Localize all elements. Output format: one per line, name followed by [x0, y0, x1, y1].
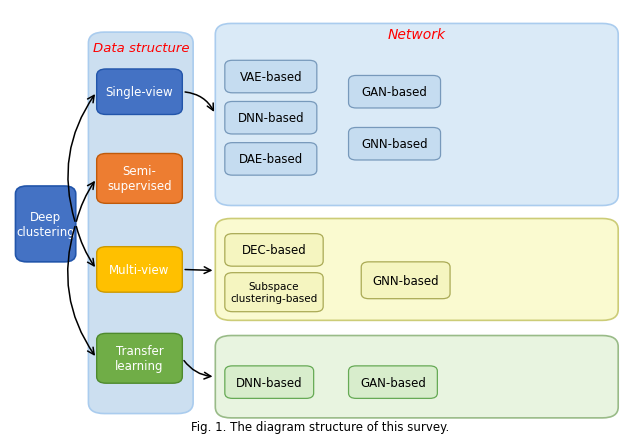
Text: GNN-based: GNN-based	[361, 138, 428, 151]
Text: Deep
clustering: Deep clustering	[16, 210, 75, 238]
FancyBboxPatch shape	[15, 187, 76, 262]
FancyBboxPatch shape	[349, 76, 440, 109]
FancyBboxPatch shape	[215, 25, 618, 206]
Text: Network: Network	[388, 28, 446, 42]
Text: Single-view: Single-view	[106, 86, 173, 99]
Text: DNN-based: DNN-based	[237, 112, 304, 125]
FancyBboxPatch shape	[225, 366, 314, 399]
Text: DEC-based: DEC-based	[242, 244, 307, 257]
Text: Multi-view: Multi-view	[109, 263, 170, 276]
Text: Subspace
clustering-based: Subspace clustering-based	[230, 282, 317, 303]
FancyBboxPatch shape	[225, 143, 317, 176]
Text: DAE-based: DAE-based	[239, 153, 303, 166]
Text: Fig. 1. The diagram structure of this survey.: Fig. 1. The diagram structure of this su…	[191, 420, 449, 433]
FancyBboxPatch shape	[225, 61, 317, 94]
FancyBboxPatch shape	[97, 334, 182, 383]
FancyBboxPatch shape	[225, 102, 317, 134]
Text: GNN-based: GNN-based	[372, 274, 439, 287]
FancyBboxPatch shape	[225, 234, 323, 267]
Text: GAN-based: GAN-based	[362, 86, 428, 99]
FancyBboxPatch shape	[97, 247, 182, 293]
FancyBboxPatch shape	[97, 70, 182, 115]
FancyBboxPatch shape	[97, 154, 182, 204]
FancyBboxPatch shape	[88, 33, 193, 413]
Text: Data structure: Data structure	[93, 42, 189, 55]
Text: Transfer
learning: Transfer learning	[115, 345, 164, 372]
FancyBboxPatch shape	[225, 273, 323, 312]
FancyBboxPatch shape	[361, 262, 450, 299]
FancyBboxPatch shape	[349, 128, 440, 161]
Text: VAE-based: VAE-based	[239, 71, 302, 84]
FancyBboxPatch shape	[215, 336, 618, 418]
Text: Semi-
supervised: Semi- supervised	[107, 165, 172, 193]
FancyBboxPatch shape	[215, 219, 618, 321]
FancyBboxPatch shape	[349, 366, 437, 399]
Text: DNN-based: DNN-based	[236, 376, 303, 389]
Text: GAN-based: GAN-based	[360, 376, 426, 389]
